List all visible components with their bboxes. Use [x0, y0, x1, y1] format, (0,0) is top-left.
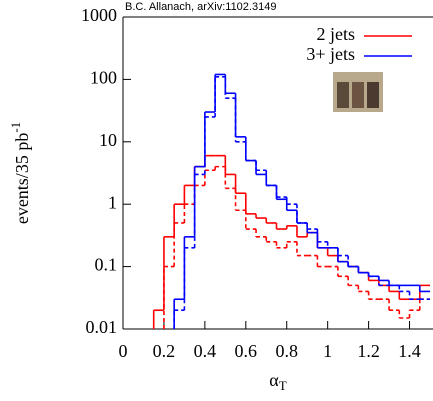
x-tick-label: 0: [119, 341, 128, 361]
credit: B.C. Allanach, arXiv:1102.3149: [125, 1, 276, 13]
legend-label: 2 jets: [317, 24, 356, 44]
series: [173, 76, 430, 329]
x-tick-label: 0.8: [275, 341, 298, 361]
x-tick-label: 0.6: [235, 341, 258, 361]
y-tick-label: 100: [90, 68, 117, 88]
x-tick-label: 1.2: [357, 341, 380, 361]
y-tick-label: 0.01: [86, 317, 118, 337]
x-tick-label: 0.4: [194, 341, 217, 361]
y-tick-label: 10: [99, 130, 117, 150]
photo-figure: [367, 82, 379, 108]
series: [163, 165, 430, 329]
y-label-sup: -1: [8, 122, 23, 133]
legend-label: 3+ jets: [306, 44, 355, 64]
photo: [333, 72, 383, 112]
x-tick-label: 1: [323, 341, 332, 361]
photo-figure: [352, 82, 364, 108]
x-axis-label: αT: [269, 370, 286, 393]
y-tick-label: 1: [108, 192, 117, 212]
x-tick-label: 1.4: [398, 341, 421, 361]
x-label-sub: T: [279, 378, 287, 393]
y-axis-label: events/35 pb-1: [8, 122, 32, 224]
y-tick-label: 0.1: [95, 255, 118, 275]
y-tick-label: 1000: [81, 5, 117, 25]
y-label-main: events/35 pb: [12, 133, 32, 225]
x-tick-label: 0.2: [153, 341, 176, 361]
photo-figure: [337, 82, 349, 108]
x-label-main: α: [269, 370, 279, 390]
